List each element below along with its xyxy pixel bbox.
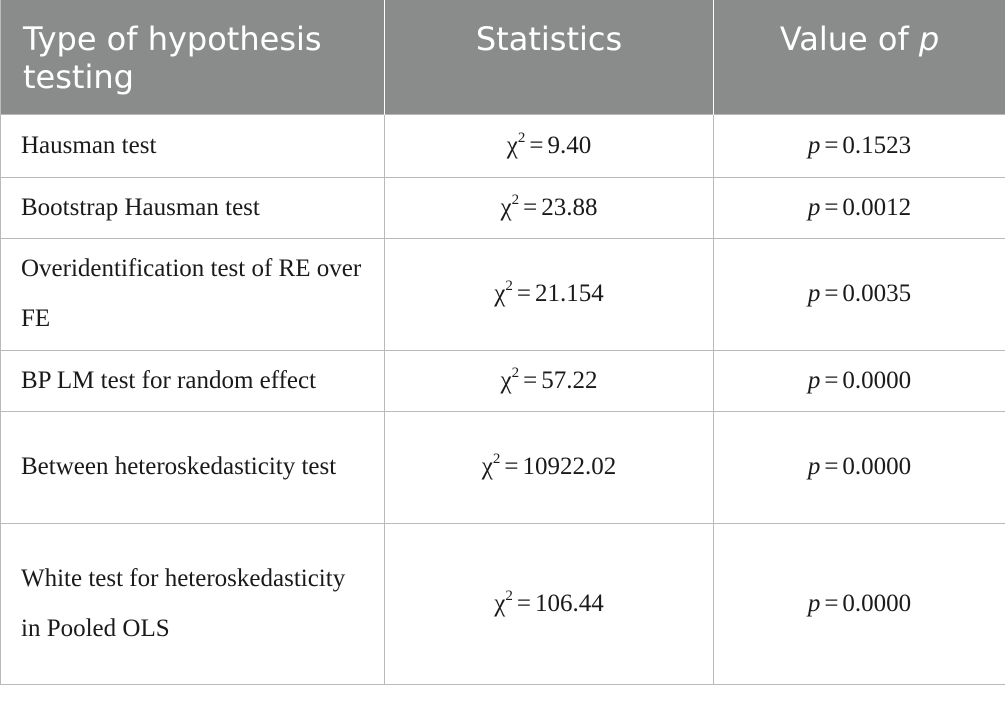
pvalue-cell: p = 0.0035	[713, 237, 1005, 351]
statistic-cell: χ2 = 23.88	[384, 176, 714, 239]
table-row: White test for heteroskedasticity in Poo…	[0, 522, 1005, 685]
equals-sign: =	[523, 366, 538, 394]
equals-sign: =	[523, 193, 538, 221]
test-name: Between heteroskedasticity test	[21, 453, 337, 480]
p-symbol: p	[807, 589, 821, 617]
equals-sign: =	[516, 280, 531, 307]
statistic-cell: χ2 = 106.44	[384, 522, 714, 685]
stat-symbol: χ	[494, 280, 506, 307]
stat-value: 9.40	[547, 131, 592, 159]
table-row: Overidentification test of RE over FE χ2…	[0, 237, 1005, 351]
header-type: Type of hypothesis testing	[0, 0, 385, 114]
stat-value: 10922.02	[522, 453, 617, 480]
test-name-cell: Hausman test	[0, 113, 385, 178]
p-value: 0.0000	[842, 589, 912, 617]
test-name: White test for heteroskedasticity in Poo…	[21, 564, 346, 642]
pvalue-cell: p = 0.0000	[713, 410, 1005, 524]
pvalue-cell: p = 0.1523	[713, 113, 1005, 178]
stat-symbol: χ	[500, 366, 512, 394]
header-pvalue-prefix: Value of	[779, 20, 919, 58]
statistic-cell: χ2 = 10922.02	[384, 410, 714, 524]
statistic-cell: χ2 = 9.40	[384, 113, 714, 178]
hypothesis-testing-table: Type of hypothesis testing Statistics Va…	[0, 0, 1005, 685]
equals-sign: =	[504, 453, 519, 480]
test-name: BP LM test for random effect	[21, 366, 317, 394]
stat-sup: 2	[511, 364, 520, 381]
stat-value: 57.22	[541, 366, 598, 394]
equals-sign: =	[824, 366, 839, 394]
p-value: 0.0000	[842, 453, 912, 480]
table-body: Hausman test χ2 = 9.40 p = 0.1523 Bootstrap …	[0, 113, 1005, 685]
table-row: BP LM test for random effect χ2 = 57.22 p =…	[0, 349, 1005, 412]
table-row: Between heteroskedasticity test χ2 = 10922…	[0, 410, 1005, 524]
equals-sign: =	[824, 453, 839, 480]
stat-symbol: χ	[481, 453, 493, 480]
stat-sup: 2	[517, 129, 526, 146]
test-name-cell: Bootstrap Hausman test	[0, 176, 385, 239]
table-header: Type of hypothesis testing Statistics Va…	[0, 0, 1005, 114]
pvalue-cell: p = 0.0012	[713, 176, 1005, 239]
stat-sup: 2	[511, 191, 520, 208]
stat-symbol: χ	[500, 193, 512, 221]
header-statistics: Statistics	[384, 0, 714, 114]
equals-sign: =	[529, 131, 544, 159]
test-name: Overidentification test of RE over FE	[21, 255, 362, 332]
equals-sign: =	[824, 131, 839, 159]
equals-sign: =	[516, 589, 531, 617]
p-value: 0.0035	[842, 280, 912, 307]
stat-symbol: χ	[506, 131, 518, 159]
test-name-cell: Between heteroskedasticity test	[0, 410, 385, 524]
header-pvalue-var: p	[918, 20, 940, 58]
p-symbol: p	[807, 453, 821, 480]
statistic-cell: χ2 = 21.154	[384, 237, 714, 351]
header-statistics-label: Statistics	[475, 20, 623, 58]
table-row: Hausman test χ2 = 9.40 p = 0.1523	[0, 113, 1005, 178]
header-pvalue: Value of p	[713, 0, 1005, 114]
header-row: Type of hypothesis testing Statistics Va…	[0, 0, 1005, 114]
p-symbol: p	[807, 193, 821, 221]
test-name-cell: BP LM test for random effect	[0, 349, 385, 412]
table-row: Bootstrap Hausman test χ2 = 23.88 p = 0.0012	[0, 176, 1005, 239]
equals-sign: =	[824, 589, 839, 617]
test-name: Hausman test	[21, 131, 157, 159]
equals-sign: =	[824, 193, 839, 221]
stat-symbol: χ	[494, 589, 506, 617]
stat-value: 106.44	[534, 589, 604, 617]
test-name: Bootstrap Hausman test	[21, 193, 260, 221]
statistic-cell: χ2 = 57.22	[384, 349, 714, 412]
stat-value: 23.88	[541, 193, 598, 221]
p-symbol: p	[807, 366, 821, 394]
test-name-cell: Overidentification test of RE over FE	[0, 237, 385, 351]
pvalue-cell: p = 0.0000	[713, 349, 1005, 412]
stat-sup: 2	[492, 451, 501, 467]
p-value: 0.0012	[842, 193, 912, 221]
p-symbol: p	[807, 131, 821, 159]
p-value: 0.0000	[842, 366, 912, 394]
p-value: 0.1523	[842, 131, 912, 159]
stat-sup: 2	[505, 587, 513, 604]
p-symbol: p	[807, 280, 821, 307]
stat-value: 21.154	[534, 280, 604, 307]
equals-sign: =	[824, 280, 839, 307]
pvalue-cell: p = 0.0000	[713, 522, 1005, 685]
test-name-cell: White test for heteroskedasticity in Poo…	[0, 522, 385, 685]
stat-sup: 2	[505, 278, 513, 294]
header-type-label: Type of hypothesis testing	[23, 20, 322, 96]
